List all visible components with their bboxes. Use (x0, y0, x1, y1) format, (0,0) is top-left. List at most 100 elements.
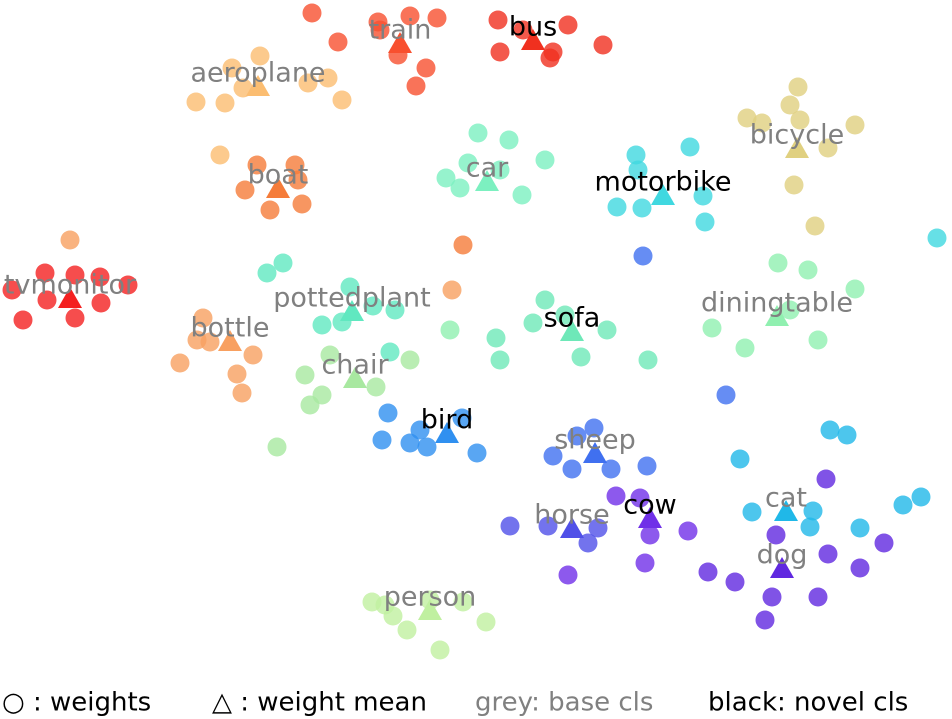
weight-point (320, 345, 340, 365)
weight-point (680, 137, 700, 157)
weight-point (417, 437, 437, 457)
weight-point (762, 587, 782, 607)
weight-point (298, 73, 318, 93)
weight-point (90, 267, 110, 287)
weight-point (267, 437, 287, 457)
weight-point (452, 408, 472, 428)
class-label: person (384, 582, 477, 613)
weight-point (436, 168, 456, 188)
weight-point (227, 364, 247, 384)
plot-area: train bus aeroplane boat bicycle car motorbike… (2, 3, 947, 660)
weight-point (845, 115, 865, 135)
weight-point (65, 308, 85, 328)
weight-point (535, 290, 555, 310)
weight-point (60, 230, 80, 250)
weight-point (523, 313, 543, 333)
weight-point (780, 300, 800, 320)
weight-point (260, 200, 280, 220)
weight-point (340, 277, 360, 297)
weight-point (186, 92, 206, 112)
weight-point (601, 459, 621, 479)
weight-point (490, 160, 510, 180)
class-label: diningtable (701, 288, 853, 319)
class-label: sofa (544, 303, 601, 334)
weight-point (385, 300, 405, 320)
weight-point (818, 138, 838, 158)
weight-point (312, 315, 332, 335)
weight-mean (785, 137, 809, 158)
weight-point (698, 562, 718, 582)
weight-point (784, 175, 804, 195)
weight-point (397, 620, 417, 640)
class-label: bicycle (750, 120, 844, 151)
class-label: dog (757, 540, 808, 571)
class-label: bird (421, 405, 473, 436)
weight-point (607, 197, 627, 217)
weight-point (540, 48, 560, 68)
weight-point (735, 338, 755, 358)
weight-point (555, 305, 575, 325)
weight-point (588, 518, 608, 538)
weight-point (233, 78, 253, 98)
weight-point (632, 198, 652, 218)
weight-mean (418, 599, 442, 620)
weight-point (593, 35, 613, 55)
weight-point (65, 265, 85, 285)
class-label: motorbike (595, 167, 732, 198)
weight-point (730, 449, 750, 469)
weight-point (850, 518, 870, 538)
legend: ○ : weights △ : weight mean grey: base cls… (2, 688, 908, 718)
weight-point (513, 20, 533, 40)
weight-point (500, 516, 520, 536)
class-label: horse (534, 500, 609, 531)
weight-point (752, 113, 772, 133)
weight-point (630, 488, 650, 508)
weight-point (476, 612, 496, 632)
weight-point (535, 150, 555, 170)
weight-mean (58, 287, 82, 308)
weight-mean (651, 184, 675, 205)
weight-point (232, 383, 252, 403)
weight-point (562, 459, 582, 479)
weight-point (578, 533, 598, 553)
weight-mean (246, 75, 270, 96)
weight-point (318, 68, 338, 88)
weight-mean (218, 330, 242, 351)
weight-point (571, 347, 591, 367)
weight-mean (638, 507, 662, 528)
class-label: car (466, 153, 509, 184)
weight-point (695, 212, 715, 232)
weight-point (453, 235, 473, 255)
weight-point (543, 446, 563, 466)
weight-point (222, 58, 242, 78)
weight-point (725, 572, 745, 592)
weight-point (247, 155, 267, 175)
weight-point (488, 10, 508, 30)
weight-point (285, 155, 305, 175)
weight-point (370, 20, 390, 40)
weight-point (850, 558, 870, 578)
weight-point (640, 525, 660, 545)
legend-entry: ○ : weights (2, 688, 151, 718)
class-label: bus (509, 12, 557, 43)
weight-point (440, 320, 460, 340)
weight-point (273, 253, 293, 273)
weight-point (927, 228, 947, 248)
weight-point (874, 533, 894, 553)
class-label: train (369, 15, 432, 46)
weight-point (406, 76, 426, 96)
weight-point (380, 342, 400, 362)
weight-point (193, 308, 213, 328)
class-label: aeroplane (190, 58, 325, 89)
weight-point (716, 385, 736, 405)
weight-mean (521, 29, 545, 50)
weight-point (250, 46, 270, 66)
weight-point (400, 350, 420, 370)
weight-point (558, 565, 578, 585)
weight-point (845, 279, 865, 299)
weight-point (499, 130, 519, 150)
weight-point (790, 110, 810, 130)
weight-point (210, 145, 230, 165)
weight-point (37, 290, 57, 310)
weight-mean (388, 32, 412, 53)
